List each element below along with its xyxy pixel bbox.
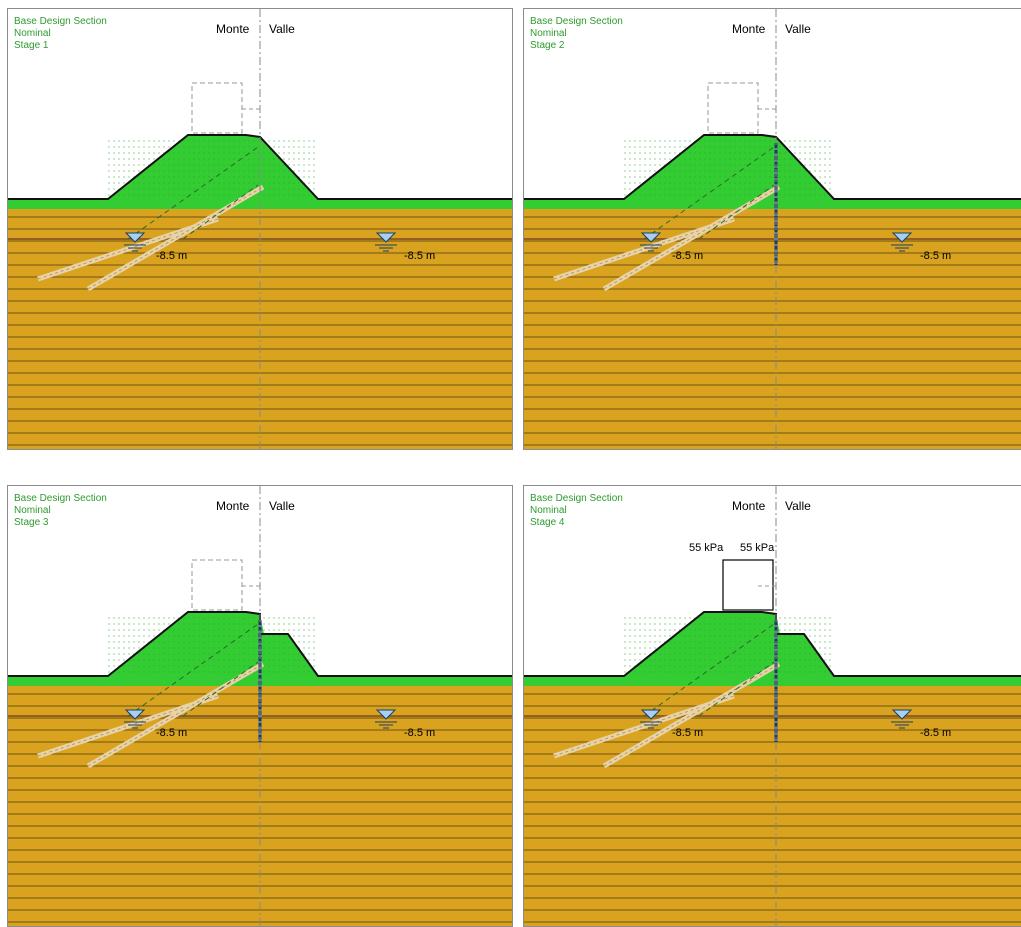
case-name: Nominal (14, 28, 51, 39)
water-level-left-label: -8.5 m (156, 727, 188, 739)
water-level-triangle-icon (124, 709, 146, 720)
anchor-centerline-2 (87, 663, 264, 767)
water-level-triangle-icon (891, 709, 913, 720)
anchor-centerline-2 (603, 186, 780, 290)
embankment-body (108, 612, 260, 676)
stage-panel-1: Base Design Section Nominal Stage 1 Mont… (7, 8, 513, 450)
right-side-label: Valle (269, 499, 295, 513)
embankment-body (624, 135, 776, 199)
stage-name: Stage 1 (14, 40, 49, 51)
section-drawing (524, 486, 1021, 926)
right-side-label: Valle (269, 22, 295, 36)
anchor-free-length-2 (698, 661, 775, 717)
section-drawing (524, 9, 1021, 449)
section-title: Base Design Section (14, 16, 107, 27)
water-level-left-label: -8.5 m (156, 250, 188, 262)
water-level-triangle-icon (375, 232, 397, 243)
stage-name: Stage 4 (530, 517, 565, 528)
section-drawing (8, 486, 512, 926)
left-side-label: Monte (216, 22, 250, 36)
anchor-centerline-2 (603, 663, 780, 767)
embankment-outline (524, 134, 1021, 200)
stage-name: Stage 2 (530, 40, 565, 51)
stage-panel-2: Base Design Section Nominal Stage 2 Mont… (523, 8, 1021, 450)
water-level-triangle-icon (891, 232, 913, 243)
water-level-right-label: -8.5 m (404, 727, 436, 739)
anchor-centerline-2 (87, 186, 264, 290)
stage-panel-4: Base Design Section Nominal Stage 4 Mont… (523, 485, 1021, 927)
section-title: Base Design Section (530, 16, 623, 27)
surcharge-load-box (722, 559, 774, 611)
section-title: Base Design Section (530, 493, 623, 504)
section-title: Base Design Section (14, 493, 107, 504)
anchor-free-length-2 (698, 184, 775, 240)
right-side-label: Valle (785, 499, 811, 513)
right-side-label: Valle (785, 22, 811, 36)
water-level-right-label: -8.5 m (404, 250, 436, 262)
section-drawing (8, 9, 512, 449)
topsoil-strip (524, 676, 1021, 686)
left-side-label: Monte (216, 499, 250, 513)
right-berm (260, 614, 318, 676)
embankment-outline (8, 134, 512, 200)
surcharge-load-box-inactive (707, 82, 759, 134)
right-berm (776, 614, 834, 676)
water-level-right-label: -8.5 m (920, 250, 952, 262)
load-label-left: 55 kPa (689, 542, 724, 554)
anchor-free-length-2 (182, 184, 259, 240)
case-name: Nominal (530, 505, 567, 516)
embankment-body (624, 612, 776, 676)
embankment-body (108, 135, 260, 199)
panel-header: Base Design Section Nominal Stage 4 (530, 493, 623, 529)
panel-header: Base Design Section Nominal Stage 3 (14, 493, 107, 529)
surcharge-load-box-inactive (191, 82, 243, 134)
case-name: Nominal (14, 505, 51, 516)
left-side-label: Monte (732, 22, 766, 36)
stage-panel-3: Base Design Section Nominal Stage 3 Mont… (7, 485, 513, 927)
water-level-triangle-icon (124, 232, 146, 243)
case-name: Nominal (530, 28, 567, 39)
surcharge-load-box-inactive (191, 559, 243, 611)
stage-name: Stage 3 (14, 517, 49, 528)
water-level-triangle-icon (375, 709, 397, 720)
panel-header: Base Design Section Nominal Stage 1 (14, 16, 107, 52)
panel-header: Base Design Section Nominal Stage 2 (530, 16, 623, 52)
load-label-right: 55 kPa (740, 542, 775, 554)
water-level-right-label: -8.5 m (920, 727, 952, 739)
water-level-left-label: -8.5 m (672, 250, 704, 262)
left-side-label: Monte (732, 499, 766, 513)
water-level-triangle-icon (640, 709, 662, 720)
water-level-triangle-icon (640, 232, 662, 243)
anchor-free-length-2 (182, 661, 259, 717)
water-level-left-label: -8.5 m (672, 727, 704, 739)
topsoil-strip (524, 199, 1021, 209)
